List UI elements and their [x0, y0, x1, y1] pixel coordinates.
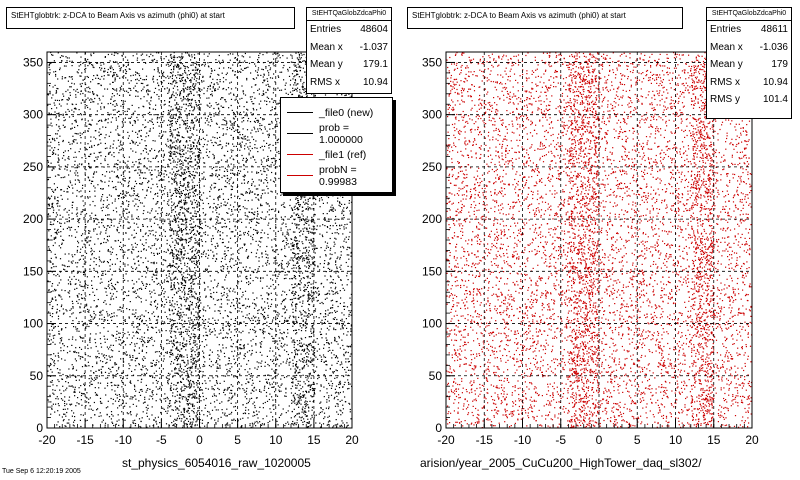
right-stats-value: 48611 [760, 24, 788, 35]
legend-line-swatch [287, 154, 313, 155]
legend-label: prob = 1.000000 [319, 121, 363, 146]
right-x-tick-label: 10 [669, 433, 683, 447]
left-y-tick-label: 200 [23, 212, 43, 226]
right-stats-value: -1.036 [759, 41, 788, 53]
left-stats-label: Mean x [310, 41, 343, 53]
left-y-tick-label: 50 [30, 369, 44, 383]
left-x-tick-label: -15 [76, 433, 94, 447]
left-stats-label: Entries [310, 24, 342, 35]
left-y-tick-label: 350 [23, 55, 43, 69]
left-scatter-points [47, 52, 353, 429]
legend-line-swatch [287, 175, 313, 176]
legend-label: _file0 (new) [319, 106, 374, 119]
right-x-tick-label: -10 [514, 433, 532, 447]
right-plot-title: StEHTglobtrk: z-DCA to Beam Axis vs azim… [407, 7, 683, 29]
right-y-tick-label: 300 [422, 108, 442, 122]
right-stats-label: RMS x [710, 76, 740, 88]
right-y-tick-label: 350 [422, 55, 442, 69]
right-stats-name: StEHTQaGlobZdcaPhi0 [707, 8, 791, 21]
left-x-tick-label: -10 [115, 433, 133, 447]
right-stats-value: 101.4 [762, 94, 788, 105]
legend-line-swatch [287, 133, 313, 134]
left-legend: _file0 (new) prob = 1.000000 _file1 (ref… [280, 97, 393, 193]
left-x-tick-label: 15 [307, 433, 321, 447]
left-x-tick-label: 20 [345, 433, 359, 447]
right-footer-filename: arision/year_2005_CuCu200_HighTower_daq_… [420, 456, 702, 470]
left-stats-value: 48604 [360, 24, 388, 35]
left-x-tick-label: 10 [269, 433, 283, 447]
legend-label: _file1 (ref) [319, 148, 367, 161]
left-stats-label: RMS x [310, 76, 340, 88]
left-plot-title: StEHTglobtrk: z-DCA to Beam Axis vs azim… [6, 7, 295, 29]
right-x-tick-label: 5 [634, 433, 641, 447]
legend-item: _file0 (new) [281, 102, 392, 123]
right-x-tick-label: 20 [745, 433, 759, 447]
left-stats-value: 10.94 [362, 76, 388, 88]
right-stats-value: 179 [771, 59, 788, 70]
left-stats-label: Mean y [310, 59, 343, 70]
legend-item: prob = 1.000000 [281, 121, 392, 146]
left-y-tick-label: 300 [23, 108, 43, 122]
right-y-tick-label: 100 [422, 317, 442, 331]
right-x-tick-label: 15 [707, 433, 721, 447]
right-x-tick-label: -15 [476, 433, 494, 447]
right-stats-label: RMS y [710, 94, 740, 105]
left-stats-name: StEHTQaGlobZdcaPhi0 [307, 8, 391, 21]
right-stats-label: Mean x [710, 41, 743, 53]
left-x-tick-label: 5 [234, 433, 241, 447]
right-y-tick-label: 0 [435, 421, 442, 435]
right-stats-box: StEHTQaGlobZdcaPhi0 Entries 48611 Mean x -… [706, 7, 792, 119]
right-y-tick-label: 150 [422, 264, 442, 278]
right-y-tick-label: 200 [422, 212, 442, 226]
right-stats-label: Entries [710, 24, 742, 35]
left-x-tick-label: 0 [196, 433, 203, 447]
left-stats-box: StEHTQaGlobZdcaPhi0 Entries 48604 Mean x -… [306, 7, 392, 94]
legend-line-swatch [287, 112, 313, 113]
legend-item: _file1 (ref) [281, 144, 392, 165]
left-stats-value: 179.1 [362, 59, 388, 70]
right-x-tick-label: 0 [596, 433, 603, 447]
left-y-tick-label: 150 [23, 264, 43, 278]
left-x-tick-label: -5 [156, 433, 167, 447]
left-y-tick-label: 250 [23, 160, 43, 174]
right-stats-value: 10.94 [762, 76, 788, 88]
left-stats-value: -1.037 [359, 41, 388, 53]
corner-timestamp: Tue Sep 6 12:20:19 2005 [2, 468, 81, 475]
right-x-tick-label: -5 [555, 433, 566, 447]
left-y-tick-label: 100 [23, 317, 43, 331]
right-x-tick-label: -20 [437, 433, 455, 447]
right-y-tick-label: 250 [422, 160, 442, 174]
right-stats-label: Mean y [710, 59, 743, 70]
right-scatter-points [446, 52, 753, 429]
legend-item: probN = 0.99983 [281, 163, 392, 188]
legend-label: probN = 0.99983 [319, 163, 357, 188]
left-footer-filename: st_physics_6054016_raw_1020005 [122, 456, 311, 470]
right-y-tick-label: 50 [429, 369, 443, 383]
left-y-tick-label: 0 [36, 421, 43, 435]
left-x-tick-label: -20 [38, 433, 56, 447]
